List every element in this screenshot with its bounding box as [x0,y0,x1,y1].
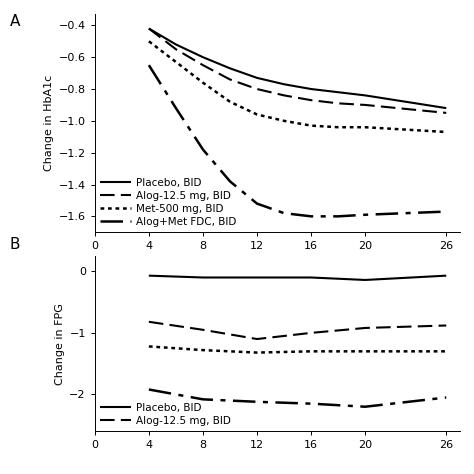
Placebo, BID [173,42,179,47]
Alog-12.5 mg, BID [200,62,206,68]
Line: Alog+Met FDC, BID: Alog+Met FDC, BID [149,65,446,216]
Placebo, BID [335,90,341,95]
Alog-12.5 mg, BID [335,100,341,106]
Alog+Met FDC, BID [362,212,368,218]
Alog+Met FDC, BID [146,387,152,392]
Met-500 mg, BID [308,348,314,354]
Met-500 mg, BID [254,350,260,356]
X-axis label: Time (Week): Time (Week) [242,257,312,267]
Alog-12.5 mg, BID [173,46,179,52]
Alog+Met FDC, BID [308,213,314,219]
Alog+Met FDC, BID [335,213,341,219]
Line: Met-500 mg, BID: Met-500 mg, BID [149,346,446,353]
Alog+Met FDC, BID [281,210,287,216]
Placebo, BID [443,273,449,279]
Alog-12.5 mg, BID [146,319,152,325]
Placebo, BID [308,86,314,92]
Alog-12.5 mg, BID [254,86,260,92]
Met-500 mg, BID [443,129,449,135]
Alog+Met FDC, BID [200,396,206,402]
Placebo, BID [200,274,206,280]
Alog-12.5 mg, BID [443,110,449,116]
Alog+Met FDC, BID [362,404,368,410]
Y-axis label: Change in HbA1c: Change in HbA1c [45,75,55,172]
Alog-12.5 mg, BID [254,336,260,342]
Line: Alog-12.5 mg, BID: Alog-12.5 mg, BID [149,28,446,113]
Alog-12.5 mg, BID [362,102,368,108]
Met-500 mg, BID [200,80,206,85]
Met-500 mg, BID [281,118,287,124]
Placebo, BID [362,92,368,98]
Alog+Met FDC, BID [200,146,206,152]
Met-500 mg, BID [173,59,179,65]
Placebo, BID [146,273,152,279]
Text: A: A [9,14,20,29]
Alog-12.5 mg, BID [443,323,449,328]
Alog+Met FDC, BID [173,105,179,111]
Met-500 mg, BID [308,123,314,128]
Line: Placebo, BID: Placebo, BID [149,276,446,280]
Met-500 mg, BID [227,99,233,105]
Placebo, BID [254,274,260,280]
Alog+Met FDC, BID [254,399,260,405]
Alog-12.5 mg, BID [281,92,287,98]
Alog-12.5 mg, BID [308,330,314,336]
Met-500 mg, BID [254,112,260,118]
Alog-12.5 mg, BID [362,325,368,331]
Met-500 mg, BID [443,348,449,354]
Alog+Met FDC, BID [443,395,449,401]
Text: B: B [9,237,20,252]
Placebo, BID [227,65,233,71]
Legend: Placebo, BID, Alog-12.5 mg, BID: Placebo, BID, Alog-12.5 mg, BID [100,403,231,426]
Met-500 mg, BID [335,124,341,130]
Y-axis label: Change in FPG: Change in FPG [55,303,65,384]
Alog-12.5 mg, BID [227,77,233,82]
Line: Placebo, BID: Placebo, BID [149,28,446,108]
Placebo, BID [254,75,260,81]
Legend: Placebo, BID, Alog-12.5 mg, BID, Met-500 mg, BID, Alog+Met FDC, BID: Placebo, BID, Alog-12.5 mg, BID, Met-500… [100,178,237,227]
Met-500 mg, BID [146,344,152,349]
Alog-12.5 mg, BID [146,26,152,31]
Placebo, BID [362,277,368,283]
Placebo, BID [443,105,449,111]
Line: Met-500 mg, BID: Met-500 mg, BID [149,41,446,132]
Met-500 mg, BID [362,348,368,354]
Met-500 mg, BID [146,38,152,44]
Placebo, BID [200,55,206,60]
Placebo, BID [308,274,314,280]
Alog-12.5 mg, BID [200,327,206,333]
Met-500 mg, BID [200,347,206,353]
Alog+Met FDC, BID [146,62,152,68]
Placebo, BID [281,82,287,87]
Alog+Met FDC, BID [443,209,449,214]
Line: Alog-12.5 mg, BID: Alog-12.5 mg, BID [149,322,446,339]
Alog+Met FDC, BID [227,179,233,184]
Line: Alog+Met FDC, BID: Alog+Met FDC, BID [149,390,446,407]
Alog+Met FDC, BID [254,201,260,207]
Alog+Met FDC, BID [308,401,314,407]
Alog-12.5 mg, BID [308,97,314,103]
Placebo, BID [146,26,152,31]
Met-500 mg, BID [362,124,368,130]
